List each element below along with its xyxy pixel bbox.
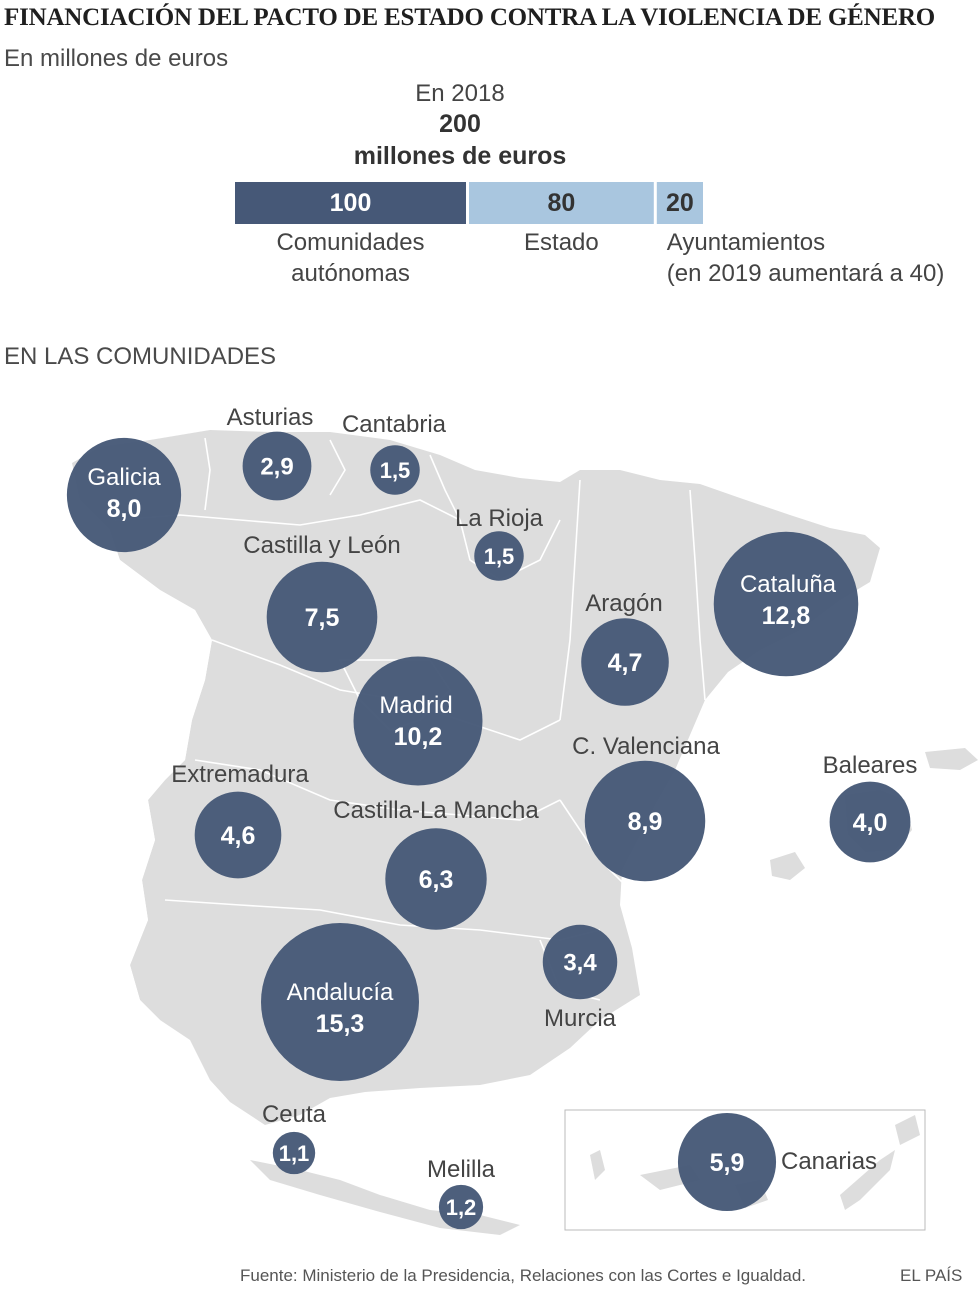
region-value-andalucia: 15,3 [316, 1010, 365, 1038]
bubble-asturias [242, 431, 312, 501]
region-name-andalucia: Andalucía [287, 979, 394, 1006]
region-value-c-valenciana: 8,9 [628, 808, 663, 836]
bar-segment-value-2: 20 [666, 189, 694, 217]
region-name-cataluna: Cataluña [740, 571, 837, 598]
bubble-canarias [677, 1112, 777, 1212]
canary-island-lanzarote [895, 1115, 920, 1145]
region-value-castilla-la-mancha: 6,3 [419, 866, 454, 894]
region-value-canarias: 5,9 [710, 1149, 745, 1177]
bubble-andalucia [261, 923, 419, 1081]
bubble-murcia [542, 924, 618, 1000]
bar-segment-label-0-0: Comunidades [276, 229, 424, 256]
region-value-baleares: 4,0 [853, 809, 888, 837]
menorca-shape [925, 748, 978, 770]
region-name-melilla: Melilla [427, 1156, 496, 1183]
region-name-c-valenciana: C. Valenciana [572, 733, 720, 760]
bubble-aragon [581, 618, 669, 706]
region-name-castilla-y-leon: Castilla y León [243, 532, 400, 559]
region-name-ceuta: Ceuta [262, 1101, 327, 1128]
bar-segment-label-2-0: Ayuntamientos [667, 229, 825, 256]
bubble-galicia [66, 437, 182, 553]
bar-segment-label-2-1: (en 2019 aumentará a 40) [667, 260, 945, 287]
region-value-extremadura: 4,6 [221, 822, 256, 850]
bar-segment-value-1: 80 [547, 189, 575, 217]
bubble-castilla-la-mancha [385, 828, 487, 930]
region-name-galicia: Galicia [87, 464, 161, 491]
bubble-melilla [438, 1184, 484, 1230]
bar-segment-label-0-1: autónomas [291, 260, 410, 287]
bar-header-unit: millones de euros [354, 142, 567, 170]
ibiza-shape [770, 852, 805, 880]
region-name-madrid: Madrid [379, 692, 452, 719]
bar-header-total: 200 [439, 110, 481, 138]
region-value-ceuta: 1,1 [279, 1141, 310, 1166]
source-note: Fuente: Ministerio de la Presidencia, Re… [240, 1266, 807, 1285]
region-value-murcia: 3,4 [563, 950, 597, 977]
portugal-gap [40, 540, 212, 1040]
canarias-inset-frame [564, 1109, 926, 1231]
brand-logo: EL PAÍS [900, 1266, 963, 1285]
bubble-c-valenciana [584, 760, 706, 882]
region-value-cataluna: 12,8 [762, 602, 811, 630]
bar-segment-1 [469, 182, 654, 224]
bubble-cataluna [713, 531, 859, 677]
region-bubbles: Galicia 8,0 Asturias 2,9 Cantabria 1,5 La Rioj… [66, 404, 918, 1230]
chart-title: FINANCIACIÓN DEL PACTO DE ESTADO CONTRA … [4, 4, 936, 31]
region-value-cantabria: 1,5 [380, 458, 411, 483]
stacked-bar: En 2018 200 millones de euros 100 Comunidade… [235, 80, 944, 287]
bubble-la-rioja [474, 531, 524, 581]
bar-header-year: En 2018 [415, 80, 504, 107]
region-value-la-rioja: 1,5 [484, 544, 515, 569]
region-value-asturias: 2,9 [260, 454, 293, 481]
region-name-aragon: Aragón [585, 590, 662, 617]
region-name-castilla-la-mancha: Castilla-La Mancha [333, 797, 539, 824]
bubble-cantabria [370, 445, 420, 495]
section-label: EN LAS COMUNIDADES [4, 343, 277, 370]
bubble-extremadura [194, 791, 282, 879]
region-name-murcia: Murcia [544, 1005, 617, 1032]
region-value-madrid: 10,2 [394, 723, 443, 751]
bubble-madrid [353, 656, 483, 786]
bar-segment-0 [235, 182, 466, 224]
canary-island-la-palma [590, 1150, 605, 1180]
region-name-la-rioja: La Rioja [455, 505, 544, 532]
region-name-canarias: Canarias [781, 1148, 877, 1175]
bar-segment-2 [656, 182, 703, 224]
bubble-baleares [829, 781, 911, 863]
region-name-extremadura: Extremadura [171, 761, 309, 788]
chart-subtitle: En millones de euros [4, 45, 229, 72]
region-name-asturias: Asturias [227, 404, 314, 431]
bar-segment-value-0: 100 [330, 189, 372, 217]
region-value-aragon: 4,7 [608, 649, 643, 677]
region-name-baleares: Baleares [823, 752, 918, 779]
region-value-melilla: 1,2 [446, 1195, 477, 1220]
bubble-ceuta [272, 1131, 316, 1175]
region-value-castilla-y-leon: 7,5 [305, 604, 340, 632]
bubble-castilla-y-leon [266, 561, 378, 673]
region-value-galicia: 8,0 [107, 495, 142, 523]
bar-segment-label-1-0: Estado [524, 229, 599, 256]
region-name-cantabria: Cantabria [342, 411, 447, 438]
canary-island-fuerteventura [840, 1150, 895, 1210]
